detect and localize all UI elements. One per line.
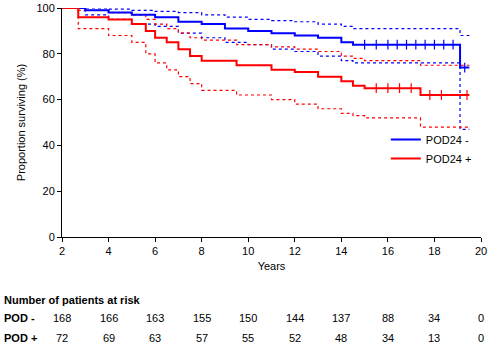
svg-text:0: 0 <box>49 231 55 243</box>
svg-text:13: 13 <box>428 332 440 344</box>
svg-text:163: 163 <box>146 312 164 324</box>
svg-text:0: 0 <box>478 332 484 344</box>
svg-text:80: 80 <box>43 48 55 60</box>
svg-text:20: 20 <box>43 185 55 197</box>
svg-text:40: 40 <box>43 139 55 151</box>
svg-text:POD +: POD + <box>4 332 37 344</box>
svg-text:48: 48 <box>335 332 347 344</box>
svg-text:18: 18 <box>428 245 440 257</box>
svg-text:155: 155 <box>193 312 211 324</box>
svg-text:0: 0 <box>478 312 484 324</box>
svg-text:10: 10 <box>242 245 254 257</box>
svg-text:12: 12 <box>289 245 301 257</box>
svg-text:16: 16 <box>382 245 394 257</box>
svg-text:Proportion surviving (%): Proportion surviving (%) <box>15 64 27 181</box>
svg-text:POD24 +: POD24 + <box>426 153 472 165</box>
svg-text:POD -: POD - <box>4 312 35 324</box>
svg-text:168: 168 <box>53 312 71 324</box>
svg-text:88: 88 <box>382 312 394 324</box>
svg-text:144: 144 <box>286 312 304 324</box>
svg-text:60: 60 <box>43 93 55 105</box>
svg-text:20: 20 <box>475 245 487 257</box>
svg-text:55: 55 <box>242 332 254 344</box>
svg-text:52: 52 <box>289 332 301 344</box>
svg-text:69: 69 <box>103 332 115 344</box>
svg-text:14: 14 <box>335 245 347 257</box>
svg-text:4: 4 <box>105 245 111 257</box>
svg-text:6: 6 <box>152 245 158 257</box>
svg-text:Number of patients at risk: Number of patients at risk <box>4 294 141 306</box>
svg-text:100: 100 <box>36 2 54 14</box>
svg-text:57: 57 <box>196 332 208 344</box>
svg-text:72: 72 <box>56 332 68 344</box>
svg-text:34: 34 <box>382 332 394 344</box>
svg-text:166: 166 <box>100 312 118 324</box>
svg-text:Years: Years <box>258 260 286 272</box>
svg-text:63: 63 <box>149 332 161 344</box>
svg-text:150: 150 <box>239 312 257 324</box>
svg-text:8: 8 <box>199 245 205 257</box>
svg-text:137: 137 <box>332 312 350 324</box>
svg-text:2: 2 <box>59 245 65 257</box>
svg-text:POD24 -: POD24 - <box>426 134 469 146</box>
svg-text:34: 34 <box>428 312 440 324</box>
